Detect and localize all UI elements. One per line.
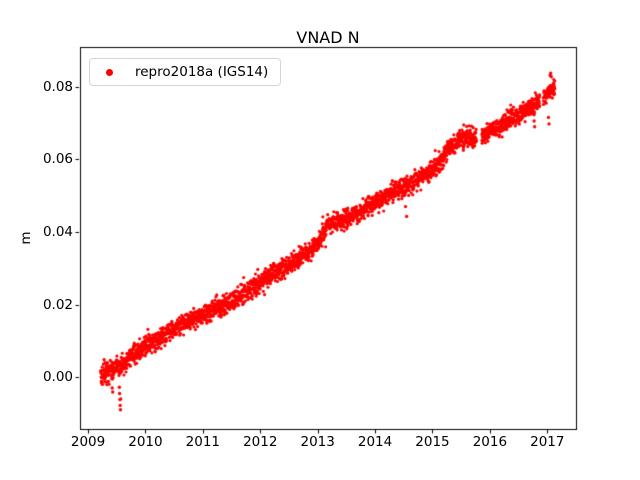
legend-marker-icon — [106, 68, 113, 76]
x-tick-label: 2017 — [530, 434, 565, 450]
x-tick-label: 2015 — [415, 434, 450, 450]
x-tick-label: 2012 — [243, 434, 278, 450]
y-tick-label: 0.04 — [42, 224, 73, 240]
y-tick-label: 0.06 — [42, 151, 73, 168]
legend: repro2018a (IGS14) — [89, 58, 282, 86]
x-tick-label: 2013 — [300, 434, 335, 450]
y-tick-label: 0.02 — [42, 296, 73, 313]
x-tick-label: 2014 — [357, 434, 393, 450]
chart-title: VNAD N — [296, 28, 360, 47]
x-tick-label: 2016 — [472, 434, 508, 450]
x-tick-label: 2010 — [128, 434, 163, 450]
x-tick-label: 2009 — [70, 434, 106, 450]
y-axis-label: m — [18, 231, 34, 245]
y-tick-label: 0.00 — [42, 369, 73, 386]
x-tick-label: 2011 — [185, 434, 221, 450]
y-tick-label: 0.08 — [42, 78, 73, 95]
legend-label: repro2018a (IGS14) — [135, 64, 269, 80]
